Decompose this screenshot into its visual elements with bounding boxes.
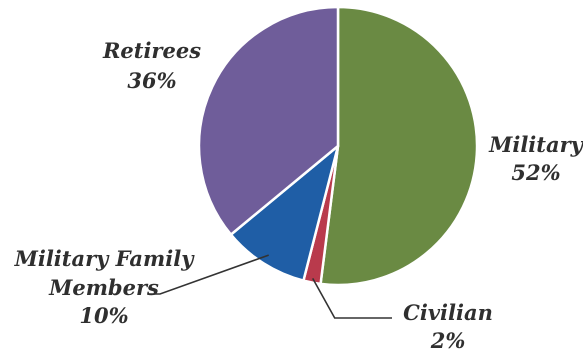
pie-slices xyxy=(197,5,479,287)
slice-pct-civilian: 2% xyxy=(430,328,466,353)
pie-slice-retirees xyxy=(197,5,340,236)
slice-pct-retirees: 36% xyxy=(127,68,176,93)
slice-pct-military-family: 10% xyxy=(79,303,128,328)
pie-slice-military-family xyxy=(229,144,340,282)
pie-slice-military xyxy=(319,5,479,287)
slice-label-military-family-line2: Members xyxy=(48,275,159,300)
leader-line-civilian xyxy=(312,278,392,319)
slice-label-civilian: Civilian xyxy=(403,300,493,325)
slice-label-military-family-line1: Military Family xyxy=(14,246,196,271)
slice-label-military: Military xyxy=(488,132,583,157)
leader-line-military-family xyxy=(148,254,269,295)
leader-lines xyxy=(148,254,392,319)
slice-label-retirees: Retirees xyxy=(102,38,201,63)
slice-pct-military: 52% xyxy=(511,160,560,185)
